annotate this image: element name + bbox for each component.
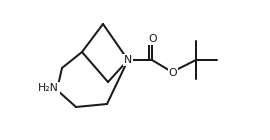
Text: N: N — [124, 55, 132, 65]
Text: O: O — [149, 34, 157, 44]
Text: O: O — [169, 68, 177, 78]
Text: H₂N: H₂N — [38, 83, 59, 93]
